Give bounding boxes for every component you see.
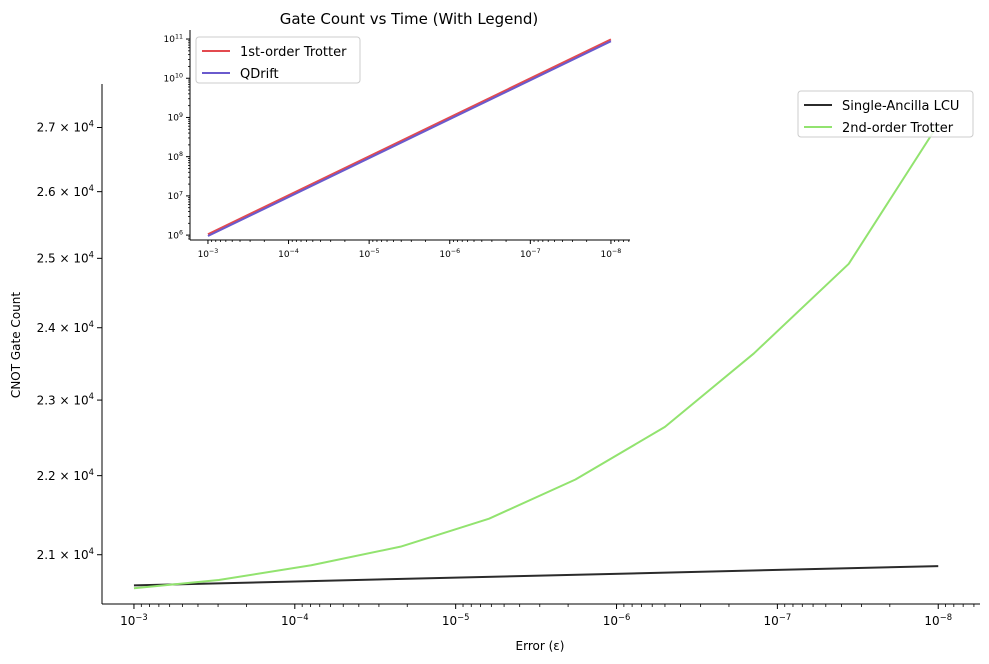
inset-y-tick-label-1: 107 [168,190,183,202]
inset-x-tick-label-4: 10−7 [520,248,541,260]
main-y-tick-label-3: 2.4 × 104 [37,319,94,335]
main-legend: Single-Ancilla LCU 2nd-order Trotter [797,90,974,138]
main-x-tick-label-3: 10−6 [603,612,631,628]
main-axes: 10−3 10−4 10−5 10−6 10−7 10−8 2.1 × 104 2.2 × 1… [37,84,980,628]
inset-x-tick-label-5: 10−8 [601,248,622,260]
inset-y-tick-label-5: 1011 [164,33,183,45]
main-x-axis-label: Error (ε) [516,639,565,653]
main-x-tick-label-1: 10−4 [281,612,309,628]
main-series-group [133,123,940,590]
inset-x-tick-label-3: 10−6 [439,248,460,260]
main-legend-box [797,90,974,138]
main-x-tick-label-0: 10−3 [120,612,148,628]
main-series-1-line [133,123,940,590]
inset-legend-label-0: 1st-order Trotter [240,45,347,60]
inset-y-tick-label-2: 108 [168,151,183,163]
inset-x-tick-label-2: 10−5 [359,248,380,260]
inset-y-tick-label-0: 106 [168,229,183,241]
inset-x-tick-label-0: 10−3 [198,248,219,260]
main-plot: 10−3 10−4 10−5 10−6 10−7 10−8 2.1 × 104 2.2 × 1… [9,84,980,653]
main-legend-label-0: Single-Ancilla LCU [842,99,959,114]
inset-legend: 1st-order Trotter QDrift [195,36,361,84]
inset-legend-box [195,36,361,84]
main-y-axis-label: CNOT Gate Count [9,292,23,398]
main-y-tick-label-1: 2.2 × 104 [37,467,94,483]
main-x-tick-label-5: 10−8 [924,612,952,628]
main-y-tick-label-6: 2.7 × 104 [37,119,94,135]
inset-series-0-line [207,38,612,236]
inset-legend-label-1: QDrift [240,67,279,82]
inset-x-tick-label-1: 10−4 [278,248,299,260]
main-x-tick-label-2: 10−5 [442,612,470,628]
main-series-0-line [133,565,939,587]
main-y-tick-label-5: 2.6 × 104 [37,183,94,199]
chart-title: Gate Count vs Time (With Legend) [280,10,539,28]
main-legend-label-1: 2nd-order Trotter [842,121,954,136]
inset-axes: 10−3 10−4 10−5 10−6 10−7 10−8 106 107 108 109 1010… [164,30,630,260]
inset-y-tick-label-3: 109 [168,112,183,124]
inset-series-1-line [207,40,612,237]
main-y-tick-label-2: 2.3 × 104 [37,391,94,407]
inset-plot: 10−3 10−4 10−5 10−6 10−7 10−8 106 107 108 109 1010… [164,30,630,260]
main-x-tick-label-4: 10−7 [764,612,792,628]
main-y-tick-label-4: 2.5 × 104 [37,249,94,265]
main-y-tick-label-0: 2.1 × 104 [37,546,94,562]
inset-y-tick-label-4: 1010 [164,73,183,85]
inset-series-group [207,38,612,237]
